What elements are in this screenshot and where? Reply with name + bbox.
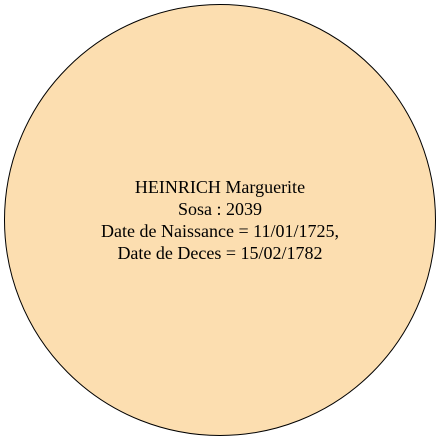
person-birth-date: Date de Naissance = 11/01/1725, bbox=[101, 221, 339, 241]
person-node-circle: HEINRICH Marguerite Sosa : 2039 Date de … bbox=[4, 4, 436, 436]
person-name: HEINRICH Marguerite bbox=[134, 177, 306, 197]
person-sosa: Sosa : 2039 bbox=[177, 199, 262, 219]
person-node-text: HEINRICH Marguerite Sosa : 2039 Date de … bbox=[101, 176, 339, 264]
person-death-date: Date de Deces = 15/02/1782 bbox=[117, 243, 323, 263]
